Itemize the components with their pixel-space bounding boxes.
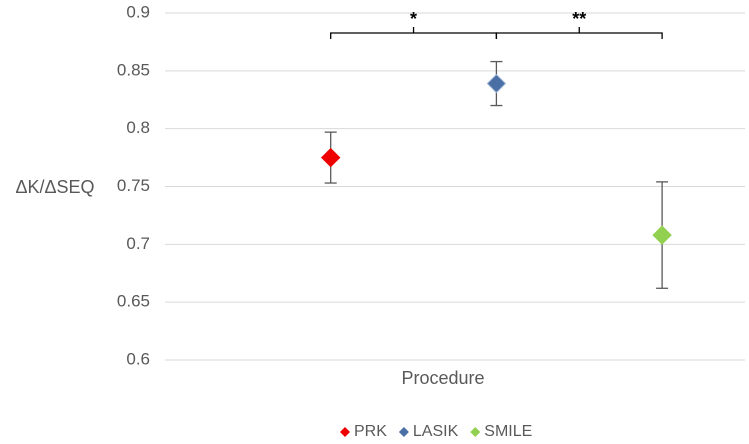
significance-bracket [495, 27, 663, 39]
data-point [320, 147, 341, 168]
y-tick-label: 0.9 [126, 2, 150, 21]
legend-marker [340, 427, 350, 437]
y-tick-label: 0.8 [126, 118, 150, 137]
legend-marker [398, 427, 409, 437]
legend-marker [470, 427, 481, 437]
legend-label: SMILE [484, 423, 532, 440]
y-tick-label: 0.65 [117, 292, 150, 311]
y-tick-label: 0.85 [117, 60, 150, 79]
significance-label: * [410, 9, 417, 29]
data-point [486, 73, 507, 94]
significance-label: ** [572, 9, 586, 29]
legend-label: PRK [354, 423, 387, 440]
legend-label: LASIK [413, 423, 459, 440]
significance-bracket [330, 27, 498, 39]
y-tick-label: 0.7 [126, 234, 150, 253]
x-axis-label: Procedure [401, 368, 484, 388]
y-tick-label: 0.6 [126, 349, 150, 368]
data-point [652, 225, 672, 245]
y-tick-label: 0.75 [117, 176, 150, 195]
y-axis-label: ΔK/ΔSEQ [15, 177, 94, 197]
